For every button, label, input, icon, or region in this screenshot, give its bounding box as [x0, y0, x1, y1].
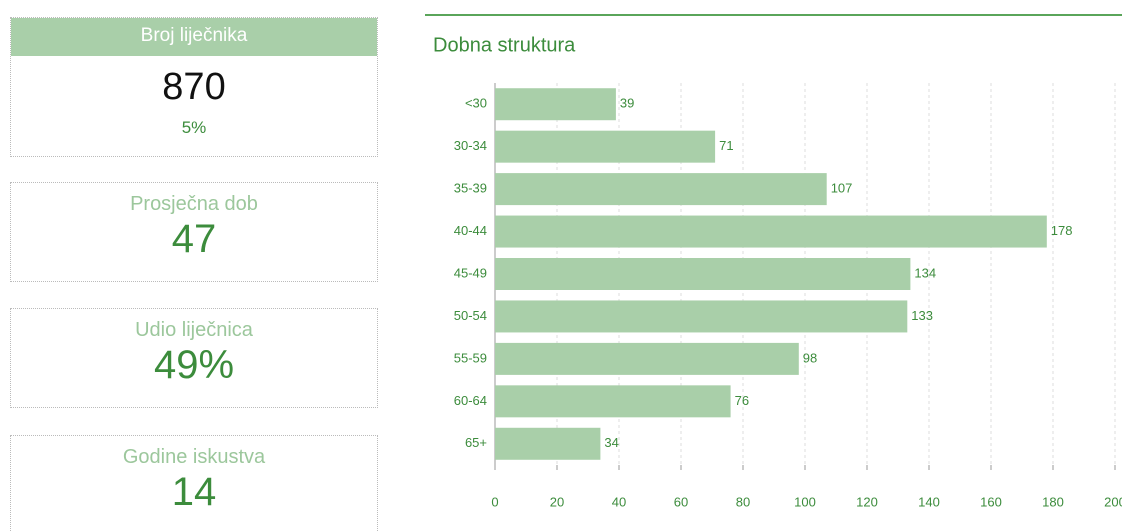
bar [495, 258, 911, 290]
y-tick-label: 60-64 [454, 393, 487, 408]
bar [495, 385, 731, 418]
card-value: 870 [162, 66, 226, 108]
x-tick-label: 160 [980, 494, 1002, 509]
value-label: 178 [1051, 223, 1073, 238]
card-title: Godine iskustva [122, 446, 266, 468]
y-tick-label: 40-44 [454, 223, 487, 238]
card-value: 49% [153, 343, 235, 387]
x-tick-label: 20 [550, 494, 564, 509]
kpi-card: Prosječna dob 47 [10, 182, 378, 282]
bar [495, 300, 908, 333]
x-tick-label: 80 [736, 494, 750, 509]
y-tick-label: 45-49 [454, 265, 487, 280]
y-tick-label: <30 [465, 96, 487, 111]
value-label: 71 [719, 138, 733, 153]
value-label: 98 [803, 350, 817, 365]
x-tick-label: 40 [612, 494, 626, 509]
bar [495, 173, 827, 206]
y-tick-label: 55-59 [454, 350, 487, 365]
bar [495, 215, 1047, 248]
card-title: Prosječna dob [130, 193, 258, 215]
card-sub: 5% [181, 118, 207, 137]
x-tick-label: 0 [491, 494, 498, 509]
value-label: 134 [914, 265, 936, 280]
x-tick-label: 100 [794, 494, 816, 509]
x-tick-label: 140 [918, 494, 940, 509]
value-label: 107 [831, 181, 853, 196]
bar [495, 88, 616, 121]
card-value: 14 [171, 470, 217, 514]
x-tick-label: 180 [1042, 494, 1064, 509]
y-tick-label: 50-54 [454, 308, 487, 323]
kpi-card: Udio liječnica 49% [10, 308, 378, 408]
x-tick-label: 200 [1104, 494, 1122, 509]
kpi-card: Godine iskustva 14 [10, 435, 378, 531]
value-label: 39 [620, 96, 634, 111]
y-tick-label: 35-39 [454, 181, 487, 196]
bar [495, 130, 716, 163]
card-value: 47 [171, 217, 217, 261]
x-tick-label: 120 [856, 494, 878, 509]
value-label: 76 [735, 393, 749, 408]
card-title: Broj liječnika [11, 18, 377, 56]
value-label: 34 [604, 435, 618, 450]
y-tick-label: 30-34 [454, 138, 487, 153]
bar [495, 427, 601, 460]
x-tick-label: 60 [674, 494, 688, 509]
kpi-card: Broj liječnika 870 5% [10, 17, 378, 157]
card-title: Udio liječnica [135, 319, 253, 341]
y-tick-label: 65+ [465, 435, 487, 450]
bar [495, 342, 799, 375]
value-label: 133 [911, 308, 933, 323]
chart-title: Dobna struktura [433, 34, 576, 56]
